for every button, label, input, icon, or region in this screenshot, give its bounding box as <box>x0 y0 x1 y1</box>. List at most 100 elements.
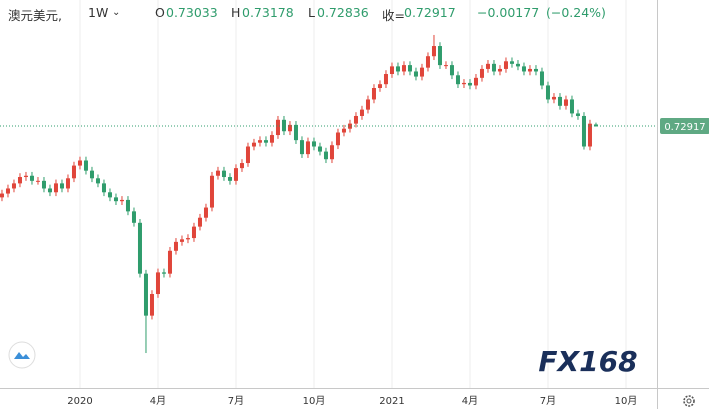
candle-body <box>569 99 574 114</box>
candle-body <box>431 46 436 57</box>
candle-body <box>65 178 70 189</box>
x-tick-label: 7月 <box>540 395 556 407</box>
interval-caret[interactable]: ⌄ <box>112 7 121 18</box>
candle-body <box>377 84 382 89</box>
candle-body <box>203 207 208 218</box>
x-tick-label: 2021 <box>379 396 404 407</box>
candle-body <box>239 163 244 169</box>
candle-body <box>461 82 466 85</box>
x-tick-label: 4月 <box>150 395 166 407</box>
candle-body <box>0 193 4 198</box>
candle-body <box>191 226 196 239</box>
candle-body <box>185 238 190 240</box>
candle-body <box>113 197 118 202</box>
candle-body <box>389 66 394 75</box>
candle-body <box>485 63 490 69</box>
candle-body <box>503 61 508 69</box>
open-label: O <box>155 5 165 20</box>
candle-body <box>29 175 34 181</box>
candle-body <box>419 67 424 77</box>
candle-body <box>323 151 328 160</box>
candle-body <box>491 63 496 72</box>
candle-body <box>479 68 484 78</box>
candle-body <box>41 180 46 189</box>
last-price-label: 0.72917 <box>664 122 705 133</box>
candle-body <box>179 239 184 242</box>
candle-body <box>299 140 304 155</box>
candle-body <box>143 273 148 316</box>
candle-body <box>353 115 358 124</box>
candle-body <box>593 124 598 126</box>
candle-body <box>83 160 88 171</box>
candle-body <box>407 65 412 72</box>
candle-body <box>233 168 238 181</box>
candle-body <box>563 99 568 106</box>
open-value: 0.73033 <box>166 5 218 20</box>
candle-body <box>437 46 442 66</box>
candle-body <box>575 113 580 116</box>
candle-body <box>587 123 592 147</box>
candle-body <box>71 165 76 179</box>
logo: FX168 <box>538 345 637 378</box>
candle-body <box>509 61 514 64</box>
candle-body <box>281 119 286 132</box>
candle-body <box>197 217 202 227</box>
candle-body <box>35 180 40 182</box>
candle-body <box>221 170 226 178</box>
candle-body <box>443 65 448 67</box>
candle-body <box>77 160 82 166</box>
low-label: L <box>308 5 315 20</box>
candle-body <box>551 96 556 100</box>
candle-body <box>539 71 544 86</box>
candle-body <box>23 175 28 178</box>
candle-body <box>359 109 364 116</box>
candle-body <box>347 123 352 129</box>
candle-body <box>365 99 370 110</box>
candle-body <box>149 294 154 316</box>
high-label: H <box>231 5 241 20</box>
candle-body <box>467 82 472 86</box>
x-tick-label: 2020 <box>67 396 92 407</box>
settings-icon[interactable] <box>683 395 695 407</box>
candle-body <box>473 77 478 86</box>
candle-body <box>107 192 112 198</box>
low-value: 0.72836 <box>317 5 369 20</box>
close-label: 收= <box>382 8 405 23</box>
x-tick-label: 10月 <box>303 395 326 407</box>
candle-body <box>17 177 22 184</box>
candle-body <box>401 65 406 72</box>
x-tick-label: 7月 <box>228 395 244 407</box>
candle-body <box>251 142 256 147</box>
candle-body <box>371 88 376 100</box>
candle-body <box>101 183 106 193</box>
candle-body <box>167 250 172 274</box>
candle-body <box>455 75 460 85</box>
candle-body <box>515 63 520 67</box>
candle-body <box>527 68 532 72</box>
candle-body <box>449 65 454 76</box>
candle-body <box>311 141 316 147</box>
candle-body <box>89 170 94 179</box>
candle-body <box>257 140 262 143</box>
candle-body <box>383 74 388 85</box>
last-price-tag <box>660 117 709 134</box>
candle-body <box>557 96 562 106</box>
candle-body <box>119 199 124 202</box>
cloud-icon[interactable] <box>8 341 36 369</box>
candle-body <box>521 66 526 72</box>
interval[interactable]: 1W <box>88 5 109 20</box>
candle-body <box>209 175 214 208</box>
candle-body <box>317 146 322 152</box>
candle-body <box>173 241 178 251</box>
candle-body <box>11 183 16 189</box>
x-tick-label: 4月 <box>462 395 478 407</box>
candle-body <box>5 188 10 194</box>
change-pct: (−0.24%) <box>546 5 606 20</box>
candle-body <box>269 135 274 143</box>
candle-body <box>581 115 586 147</box>
candle-body <box>47 188 52 193</box>
candle-body <box>53 183 58 193</box>
candle-body <box>125 199 130 212</box>
